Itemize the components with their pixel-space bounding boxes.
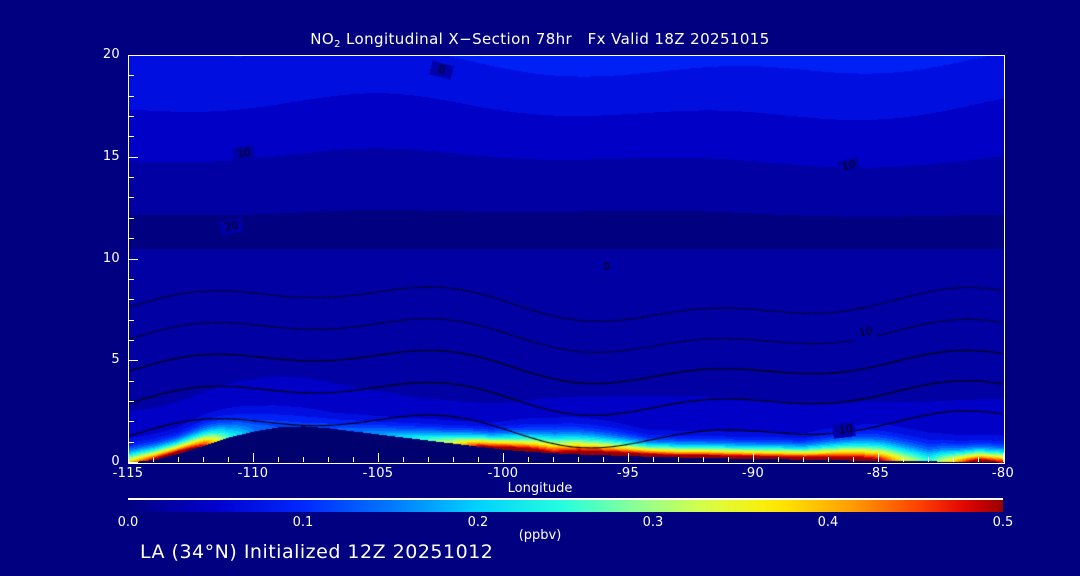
colorbar-gradient <box>128 500 1003 512</box>
y-axis-tick-label: 0 <box>111 454 120 469</box>
y-axis-minor-tick <box>129 197 134 199</box>
colorbar-tick-label: 0.3 <box>642 515 664 530</box>
x-axis-minor-tick <box>353 457 354 462</box>
x-axis-minor-tick <box>828 457 829 462</box>
y-axis-minor-tick <box>129 319 134 321</box>
heatmap-canvas <box>129 56 1004 463</box>
y-axis-major-tick <box>129 462 138 463</box>
x-axis-minor-tick <box>303 457 304 462</box>
x-axis-minor-tick <box>553 457 554 462</box>
x-axis-minor-tick <box>778 457 779 462</box>
y-axis-minor-tick <box>129 278 134 280</box>
page-title: NO2 Longitudinal X−Section 78hr Fx Valid… <box>0 30 1080 50</box>
y-axis-minor-tick <box>129 238 134 240</box>
x-axis-major-tick <box>253 453 254 462</box>
x-axis-minor-tick <box>803 457 804 462</box>
colorbar-tick-label: 0.2 <box>467 515 489 530</box>
colorbar-unit-label: (ppbv) <box>518 528 562 543</box>
x-axis-minor-tick <box>578 457 579 462</box>
x-axis-major-tick <box>753 453 754 462</box>
x-axis-minor-tick <box>478 457 479 462</box>
x-axis-minor-tick <box>428 457 429 462</box>
y-axis-minor-tick <box>129 380 134 382</box>
y-axis-major-tick <box>129 55 138 56</box>
y-axis-minor-tick <box>129 116 134 118</box>
y-axis-minor-tick <box>129 339 134 341</box>
x-axis-minor-tick <box>678 457 679 462</box>
colorbar-tick-label: 0.4 <box>817 515 839 530</box>
y-axis-minor-tick <box>129 95 134 97</box>
y-axis-minor-tick <box>129 299 134 301</box>
x-axis-major-tick <box>878 453 879 462</box>
y-axis-minor-tick <box>129 400 134 402</box>
x-axis-major-tick <box>1003 453 1004 462</box>
colorbar-tick-label: 0.5 <box>992 515 1014 530</box>
x-axis-tick-label: -80 <box>991 466 1015 481</box>
x-axis-tick-label: -100 <box>487 466 519 481</box>
x-axis-minor-tick <box>453 457 454 462</box>
x-axis-major-tick <box>628 453 629 462</box>
x-axis-label: Longitude <box>507 481 573 496</box>
colorbar-tick-label: 0.1 <box>292 515 314 530</box>
x-axis-minor-tick <box>903 457 904 462</box>
no2-cross-section-field <box>129 56 1004 463</box>
x-axis-minor-tick <box>653 457 654 462</box>
x-axis-minor-tick <box>978 457 979 462</box>
x-axis-minor-tick <box>603 457 604 462</box>
y-axis-major-tick <box>129 360 138 362</box>
title-species: NO <box>310 30 335 48</box>
title-rest: Longitudinal X−Section 78hr Fx Valid 18Z… <box>340 30 770 48</box>
y-axis-tick-label: 20 <box>102 47 120 62</box>
x-axis-minor-tick <box>178 457 179 462</box>
y-axis-minor-tick <box>129 75 134 77</box>
x-axis-tick-label: -110 <box>237 466 269 481</box>
x-axis-minor-tick <box>953 457 954 462</box>
y-axis-tick-label: 10 <box>102 250 120 266</box>
x-axis-minor-tick <box>328 457 329 462</box>
x-axis-minor-tick <box>703 457 704 462</box>
x-axis-minor-tick <box>228 457 229 462</box>
colorbar-rule <box>128 498 1003 500</box>
y-axis-major-tick <box>129 258 138 260</box>
title-subscript: 2 <box>334 39 341 50</box>
x-axis-major-tick <box>128 453 129 462</box>
x-axis-major-tick <box>378 453 379 462</box>
colorbar <box>128 498 1003 512</box>
y-axis-tick-label: 15 <box>102 148 120 164</box>
x-axis-minor-tick <box>928 457 929 462</box>
y-axis-minor-tick <box>129 136 134 138</box>
x-axis-tick-label: -115 <box>112 466 144 481</box>
y-axis-minor-tick <box>129 441 134 443</box>
x-axis-tick-label: -85 <box>866 466 890 481</box>
y-axis-major-tick <box>129 156 138 158</box>
x-axis-tick-label: -95 <box>616 466 640 481</box>
x-axis-minor-tick <box>203 457 204 462</box>
y-axis-minor-tick <box>129 217 134 219</box>
x-axis-minor-tick <box>728 457 729 462</box>
y-axis-tick-label: 5 <box>111 352 120 368</box>
y-axis-minor-tick <box>129 177 134 179</box>
x-axis-minor-tick <box>153 457 154 462</box>
x-axis-minor-tick <box>853 457 854 462</box>
x-axis-minor-tick <box>278 457 279 462</box>
x-axis-minor-tick <box>403 457 404 462</box>
plot-area <box>128 55 1005 464</box>
x-axis-minor-tick <box>528 457 529 462</box>
figure-caption: LA (34°N) Initialized 12Z 20251012 <box>140 541 494 563</box>
x-axis-tick-label: -90 <box>741 466 765 481</box>
x-axis-major-tick <box>503 453 504 462</box>
colorbar-tick-label: 0.0 <box>117 515 139 530</box>
y-axis-minor-tick <box>129 421 134 423</box>
x-axis-tick-label: -105 <box>362 466 394 481</box>
